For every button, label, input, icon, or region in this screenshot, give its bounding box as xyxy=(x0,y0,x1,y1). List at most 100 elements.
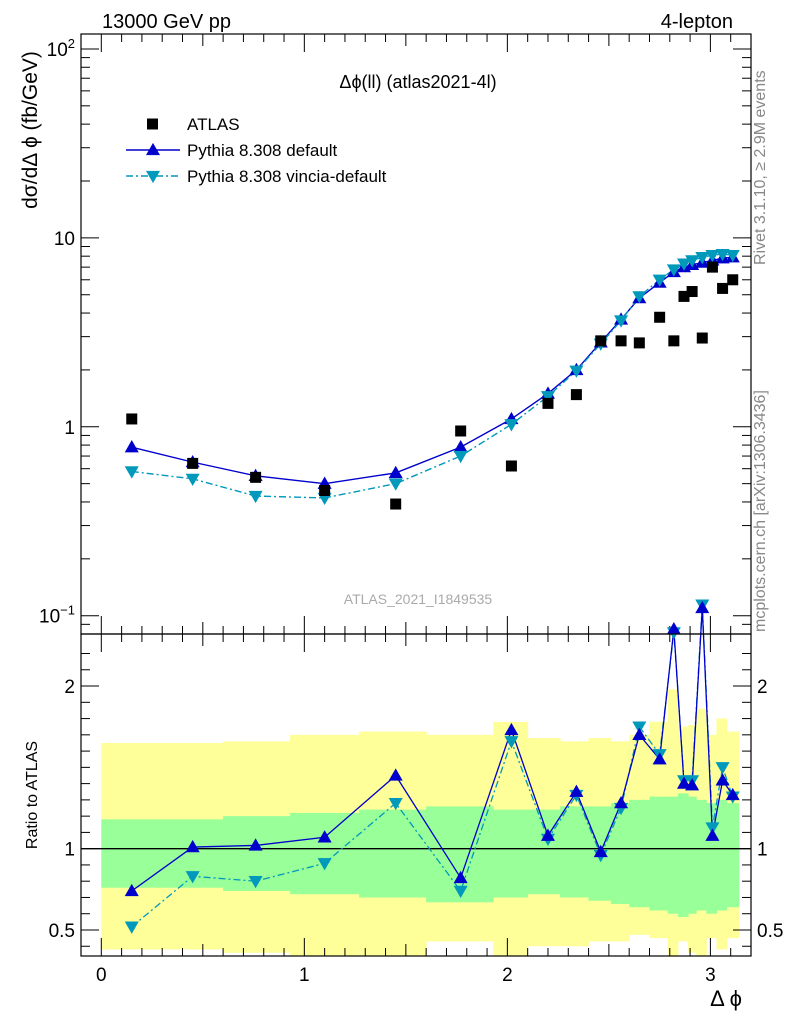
ratio-y-tick-label: 2 xyxy=(64,677,75,698)
band-inner xyxy=(527,809,561,895)
band-inner xyxy=(696,799,707,911)
legend-label: ATLAS xyxy=(187,115,240,134)
ratio-marker-default xyxy=(453,870,468,884)
marker-pythia-default xyxy=(388,465,403,479)
marker-atlas-data xyxy=(595,335,607,347)
band-inner xyxy=(706,803,717,914)
marker-pythia-vincia xyxy=(676,258,692,271)
marker-pythia-vincia xyxy=(540,391,555,404)
ratio-marker-default xyxy=(652,752,667,765)
band-inner xyxy=(101,819,163,888)
ratio-marker-default xyxy=(185,839,200,853)
x-tick-label: 3 xyxy=(705,965,716,986)
marker-atlas-data xyxy=(727,274,739,286)
ratio-marker-vincia xyxy=(453,885,468,899)
ratio-marker-default xyxy=(685,778,700,791)
y-tick-label: 1 xyxy=(64,418,75,439)
legend-marker-default xyxy=(145,142,161,156)
ratio-y-tick-label: 1 xyxy=(64,840,75,861)
band-inner xyxy=(716,799,728,911)
marker-atlas-data xyxy=(505,460,517,472)
ratio-y-tick-label: 0.5 xyxy=(49,921,75,942)
band-inner xyxy=(610,803,630,904)
ratio-marker-vincia xyxy=(632,721,647,734)
legend-marker-atlas xyxy=(147,118,158,130)
legend-label: Pythia 8.308 vincia-default xyxy=(187,167,387,186)
ratio-marker-vincia xyxy=(715,762,730,775)
marker-pythia-vincia xyxy=(725,249,740,263)
marker-atlas-data xyxy=(654,311,666,323)
marker-pythia-vincia xyxy=(248,490,263,504)
x-axis-label: Δ ϕ xyxy=(710,986,742,1011)
marker-pythia-vincia xyxy=(185,473,200,486)
ratio-marker-default xyxy=(725,787,740,801)
marker-pythia-default xyxy=(124,440,139,453)
marker-atlas-data xyxy=(455,425,467,437)
band-inner xyxy=(560,806,590,898)
band-inner xyxy=(677,793,689,917)
legend: ATLAS Pythia 8.308 default Pythia 8.308 vi… xyxy=(126,115,387,186)
band-inner xyxy=(667,796,679,914)
x-tick-label: 1 xyxy=(299,965,310,986)
analysis-watermark: ATLAS_2021_I1849535 xyxy=(344,591,493,607)
marker-atlas-data xyxy=(633,337,645,349)
marker-atlas-data xyxy=(542,397,554,409)
marker-pythia-vincia xyxy=(632,291,647,304)
marker-atlas-data xyxy=(390,498,402,510)
marker-atlas-data xyxy=(570,389,582,401)
legend-label: Pythia 8.308 default xyxy=(187,141,338,160)
ratio-marker-default xyxy=(504,722,519,736)
ratio-marker-default xyxy=(317,830,332,843)
marker-atlas-data xyxy=(678,290,690,302)
ratio-panel: Ratio to ATLAS Δ ϕ 0.5 0.5 1 1 2 2 0 1 2 3 xyxy=(24,599,783,1011)
marker-atlas-data xyxy=(250,471,262,483)
mcplots-reference-text: mcplots.cern.ch [arXiv:1306.3436] xyxy=(752,390,769,632)
marker-atlas-data xyxy=(187,457,199,469)
marker-pythia-vincia xyxy=(715,248,730,262)
marker-pythia-vincia xyxy=(666,264,681,277)
ratio-y-tick-label-right: 1 xyxy=(757,840,768,861)
ratio-marker-default xyxy=(705,828,720,841)
ratio-marker-default xyxy=(695,600,710,614)
marker-pythia-vincia xyxy=(614,315,629,328)
y-tick-label: 10−1 xyxy=(39,603,75,628)
rivet-version-text: Rivet 3.1.10, ≥ 2.9M events xyxy=(752,70,769,265)
ratio-marker-vincia xyxy=(124,921,139,934)
marker-pythia-vincia xyxy=(504,419,519,432)
ratio-marker-vincia xyxy=(248,876,263,889)
ratio-marker-vincia xyxy=(705,822,720,835)
header-left: 13000 GeV pp xyxy=(102,11,231,33)
marker-pythia-vincia xyxy=(652,274,667,287)
ratio-y-tick-label-right: 0.5 xyxy=(757,921,783,942)
ratio-marker-default xyxy=(614,796,629,809)
ratio-marker-default xyxy=(676,776,692,789)
marker-atlas-data xyxy=(686,286,698,298)
marker-pythia-vincia xyxy=(685,255,700,268)
ratio-y-tick-label-right: 2 xyxy=(757,677,768,698)
marker-atlas-data xyxy=(615,335,627,347)
band-inner xyxy=(688,796,697,914)
marker-atlas-data xyxy=(126,413,138,425)
ratio-marker-default xyxy=(593,844,608,858)
marker-atlas-data xyxy=(717,282,729,294)
y-tick-label: 10 xyxy=(54,229,75,250)
x-tick-label: 0 xyxy=(96,965,107,986)
band-inner xyxy=(359,809,427,898)
band-inner xyxy=(629,799,650,908)
marker-pythia-vincia xyxy=(124,466,139,479)
series-line-pythia-default xyxy=(131,256,733,485)
marker-pythia-vincia xyxy=(453,450,468,464)
marker-atlas-data xyxy=(668,335,680,347)
ratio-marker-vincia xyxy=(317,858,332,871)
series-line-pythia-vincia xyxy=(131,253,733,499)
main-panel: Δϕ(ll) (atlas2021-4l) dσ/dΔ ϕ (fb/GeV) A… xyxy=(19,33,752,635)
marker-atlas-data xyxy=(706,261,718,273)
main-y-axis-label: dσ/dΔ ϕ (fb/GeV) xyxy=(19,51,42,209)
ratio-marker-vincia xyxy=(504,736,519,749)
band-inner xyxy=(649,796,669,911)
y-tick-label: 102 xyxy=(47,36,75,61)
marker-atlas-data xyxy=(319,484,331,496)
ratio-marker-default xyxy=(632,727,647,741)
ratio-frame xyxy=(80,633,752,957)
